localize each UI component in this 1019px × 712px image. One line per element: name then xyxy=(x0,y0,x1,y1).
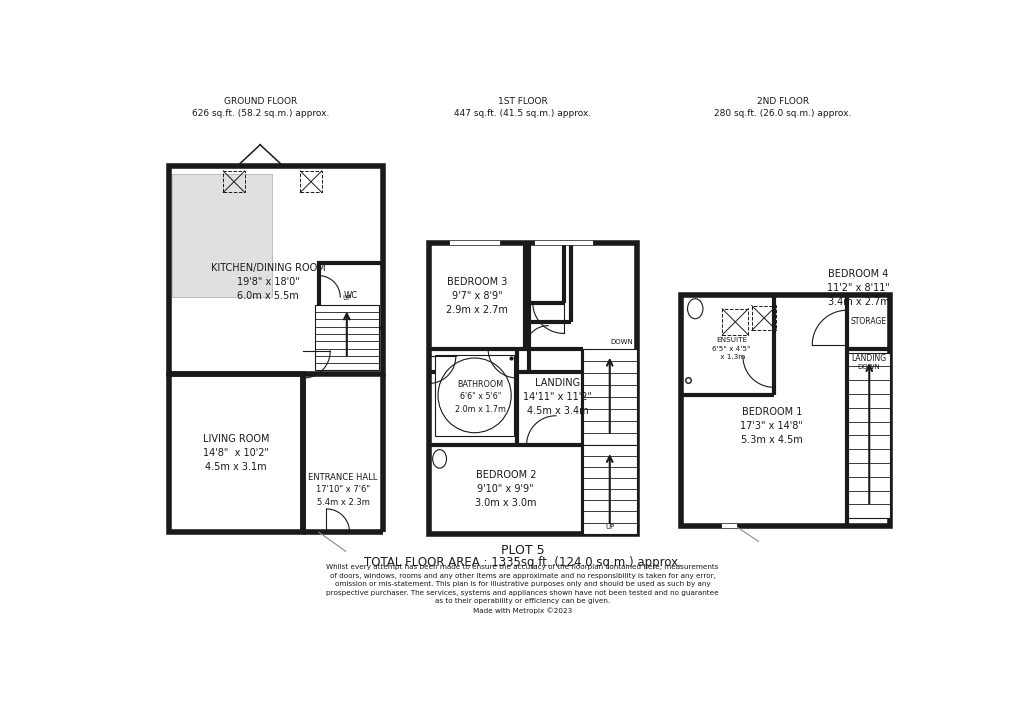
Text: BEDROOM 2
9'10" x 9'9"
3.0m x 3.0m: BEDROOM 2 9'10" x 9'9" 3.0m x 3.0m xyxy=(475,471,536,508)
Bar xyxy=(848,352,890,518)
Text: PLOT 5: PLOT 5 xyxy=(500,544,544,557)
Bar xyxy=(168,375,303,532)
Text: KITCHEN/DINING ROOM
19'8" x 18'0"
6.0m x 5.5m: KITCHEN/DINING ROOM 19'8" x 18'0" 6.0m x… xyxy=(210,263,325,300)
Bar xyxy=(315,305,378,370)
Bar xyxy=(300,171,321,192)
Bar xyxy=(171,174,271,297)
Bar xyxy=(721,309,748,335)
Bar xyxy=(751,305,775,330)
Text: LANDING
14'11" x 11'2"
4.5m x 3.4m: LANDING 14'11" x 11'2" 4.5m x 3.4m xyxy=(523,378,592,416)
Text: BEDROOM 1
17'3" x 14'8"
5.3m x 4.5m: BEDROOM 1 17'3" x 14'8" 5.3m x 4.5m xyxy=(740,407,803,445)
Text: LANDING: LANDING xyxy=(850,354,886,362)
Bar xyxy=(582,349,636,445)
Text: ENTRANCE HALL
17'10" x 7'6"
5.4m x 2.3m: ENTRANCE HALL 17'10" x 7'6" 5.4m x 2.3m xyxy=(308,473,377,507)
Text: TOTAL FLOOR AREA : 1335sq.ft. (124.0 sq.m.) approx.: TOTAL FLOOR AREA : 1335sq.ft. (124.0 sq.… xyxy=(364,556,681,570)
Text: GROUND FLOOR
626 sq.ft. (58.2 sq.m.) approx.: GROUND FLOOR 626 sq.ft. (58.2 sq.m.) app… xyxy=(192,97,329,117)
Text: Whilst every attempt has been made to ensure the accuracy of the floorplan conta: Whilst every attempt has been made to en… xyxy=(326,565,718,614)
Text: ENSUITE
6'5" x 4'5"
 x 1.3m: ENSUITE 6'5" x 4'5" x 1.3m xyxy=(711,337,750,360)
Ellipse shape xyxy=(437,358,511,433)
Ellipse shape xyxy=(687,299,702,319)
Text: BEDROOM 3
9'7" x 8'9"
2.9m x 2.7m: BEDROOM 3 9'7" x 8'9" 2.9m x 2.7m xyxy=(445,277,507,315)
Bar xyxy=(681,295,890,526)
Text: BEDROOM 4
11'2" x 8'11"
3.4m x 2.7m: BEDROOM 4 11'2" x 8'11" 3.4m x 2.7m xyxy=(826,269,889,307)
Text: DOWN: DOWN xyxy=(609,339,632,345)
Text: DOWN: DOWN xyxy=(856,365,879,370)
Text: 2ND FLOOR
280 sq.ft. (26.0 sq.m.) approx.: 2ND FLOOR 280 sq.ft. (26.0 sq.m.) approx… xyxy=(713,97,851,117)
Bar xyxy=(223,171,245,192)
Bar xyxy=(428,243,636,533)
Text: 1ST FLOOR
447 sq.ft. (41.5 sq.m.) approx.: 1ST FLOOR 447 sq.ft. (41.5 sq.m.) approx… xyxy=(453,97,591,117)
Text: STORAGE: STORAGE xyxy=(850,318,886,326)
Text: UP: UP xyxy=(604,524,613,530)
Text: WC: WC xyxy=(343,290,358,300)
Ellipse shape xyxy=(432,450,446,468)
Text: LIVING ROOM
14'8"  x 10'2"
4.5m x 3.1m: LIVING ROOM 14'8" x 10'2" 4.5m x 3.1m xyxy=(203,434,269,472)
Bar xyxy=(434,355,514,436)
Bar xyxy=(582,445,636,533)
Bar xyxy=(318,263,382,328)
Text: UP: UP xyxy=(341,295,352,301)
Text: BATHROOM
6'6" x 5'6"
2.0m x 1.7m: BATHROOM 6'6" x 5'6" 2.0m x 1.7m xyxy=(454,380,505,414)
Bar xyxy=(168,167,382,375)
